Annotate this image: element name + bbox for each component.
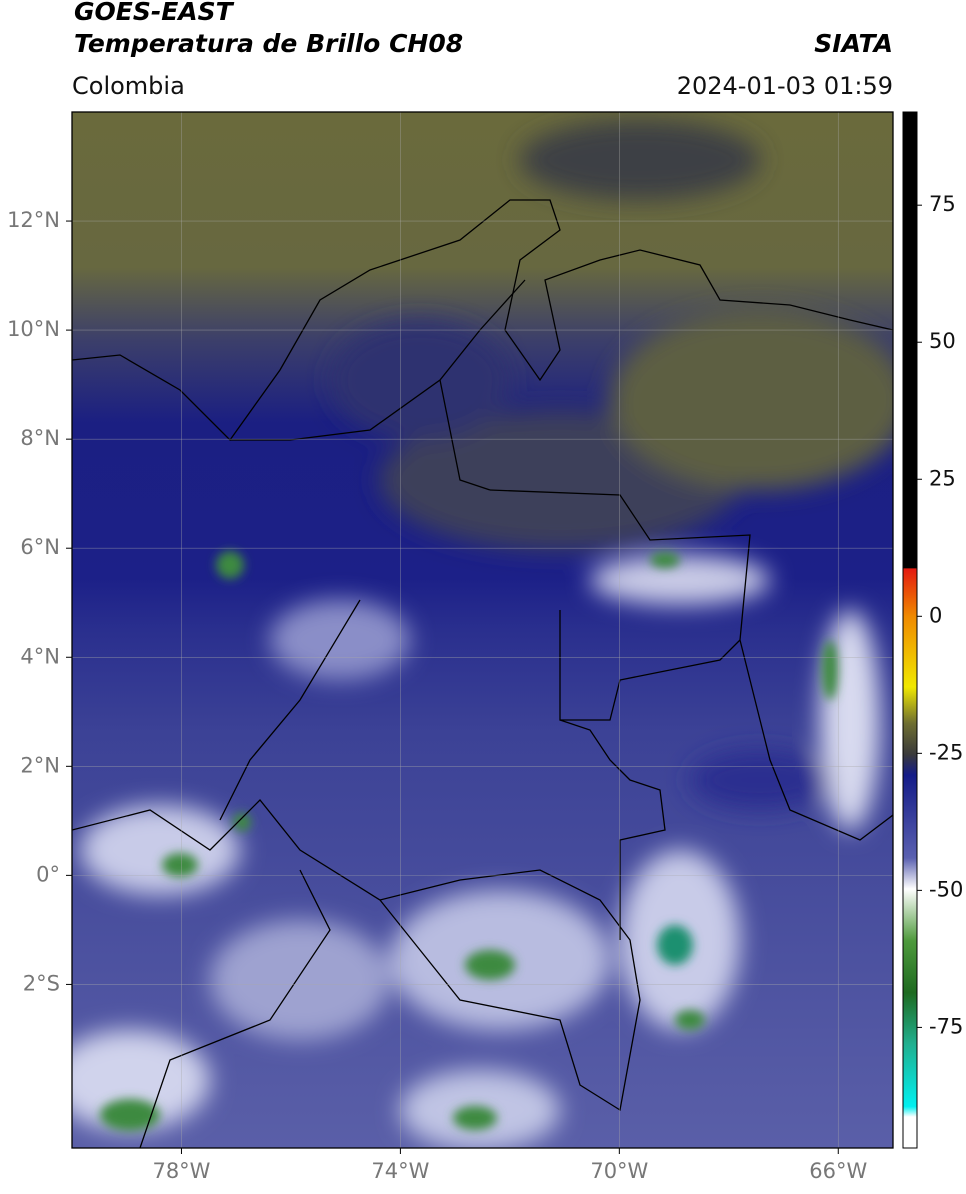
colorbar-label: 50 (929, 329, 956, 353)
colorbar-label: -75 (929, 1014, 963, 1038)
colorbar-label: 25 (929, 466, 956, 490)
grid (72, 112, 893, 1148)
subtitle: Temperatura de Brillo CH08 (74, 29, 463, 58)
x-tick-label: 78°W (152, 1159, 210, 1183)
x-tick-label: 74°W (371, 1159, 429, 1183)
y-tick-label: 8°N (20, 426, 60, 450)
y-tick-label: 2°N (20, 753, 60, 777)
colorbar-label: 75 (929, 192, 956, 216)
y-tick-label: 2°S (23, 971, 60, 995)
y-tick-label: 10°N (7, 317, 60, 341)
x-tick-label: 70°W (590, 1159, 648, 1183)
y-tick-label: 6°N (20, 535, 60, 559)
datetime: 2024-01-03 01:59 (677, 72, 893, 100)
satellite-image (72, 112, 893, 1148)
x-tick-label: 66°W (809, 1159, 867, 1183)
map-frame (71, 111, 894, 1149)
y-tick-label: 0° (36, 862, 60, 886)
colorbar (902, 111, 918, 1149)
y-tick-label: 4°N (20, 644, 60, 668)
colorbar-label: -50 (929, 877, 963, 901)
title: GOES-EAST (74, 0, 235, 26)
source: SIATA (814, 29, 893, 58)
colorbar-label: 0 (929, 603, 942, 627)
y-tick-label: 12°N (7, 208, 60, 232)
colorbar-label: -25 (929, 740, 963, 764)
region: Colombia (72, 72, 185, 100)
